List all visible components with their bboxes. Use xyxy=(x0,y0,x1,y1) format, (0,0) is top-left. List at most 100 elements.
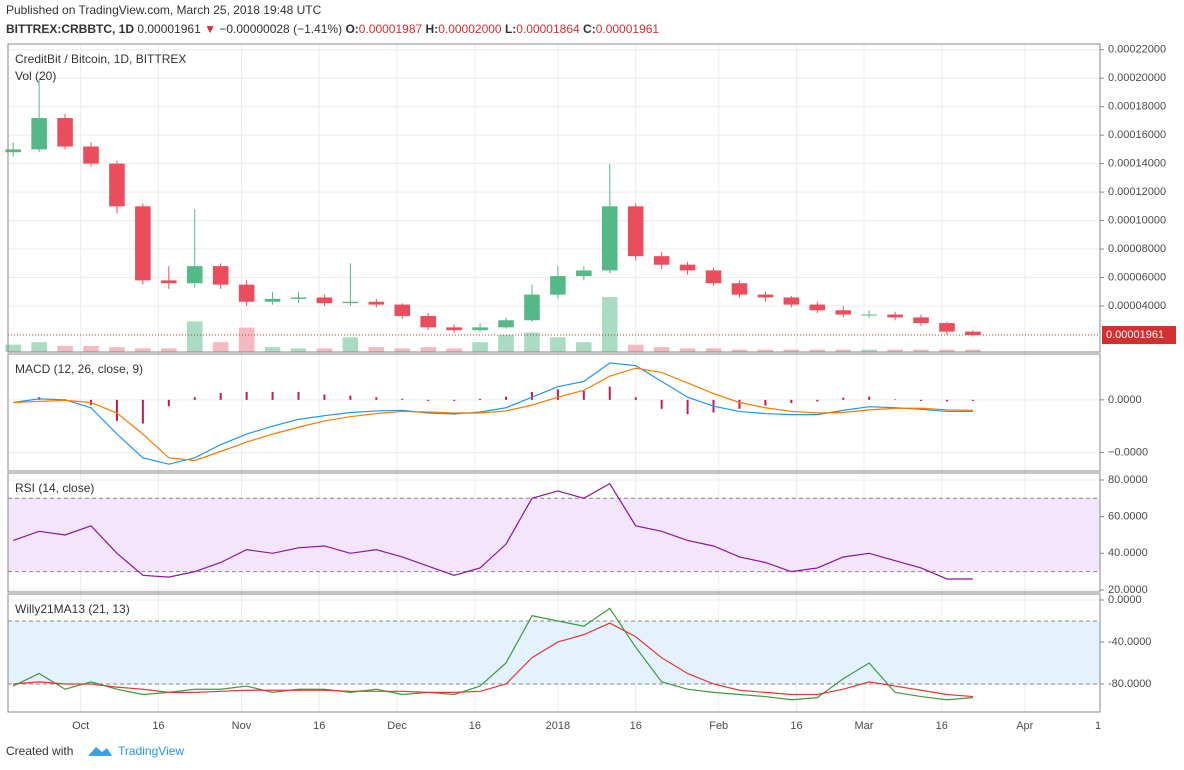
candle-body xyxy=(524,294,540,321)
y-tick-label: 80.0000 xyxy=(1108,474,1148,486)
candle-body xyxy=(368,301,385,305)
volume-bar xyxy=(290,348,307,352)
histogram-bar xyxy=(945,399,948,402)
candle-body xyxy=(290,297,307,299)
histogram-bar xyxy=(894,399,897,400)
volume-bar xyxy=(965,349,981,352)
candle-body xyxy=(757,294,774,298)
x-tick-label: Mar xyxy=(854,720,873,732)
volume-bar xyxy=(705,348,722,352)
x-tick-label: 16 xyxy=(152,720,164,732)
candle-body xyxy=(135,206,151,281)
logo xyxy=(88,747,112,756)
histogram-bar xyxy=(608,386,611,400)
histogram-bar xyxy=(427,399,430,401)
candle-body xyxy=(342,301,359,304)
y-tick-label: -40.0000 xyxy=(1108,636,1151,648)
volume-bar xyxy=(135,348,151,352)
volume-bar xyxy=(627,344,644,352)
low-label: L: xyxy=(505,22,516,36)
x-tick-label: Feb xyxy=(709,720,728,732)
x-tick-label: 16 xyxy=(630,720,642,732)
footer-created: Created with xyxy=(6,744,73,758)
histogram-bar xyxy=(245,391,248,400)
volume-bar xyxy=(731,349,748,352)
candle-body xyxy=(5,149,21,153)
volume-bar xyxy=(861,349,877,352)
pane-border xyxy=(7,353,1101,472)
band-fill xyxy=(8,620,1100,684)
symbol: BITTREX:CRBBTC, 1D xyxy=(6,22,134,36)
candle-body xyxy=(835,310,851,315)
y-tick-label: 20.0000 xyxy=(1108,584,1148,596)
candle-body xyxy=(809,304,826,311)
y-tick-label: 0.00006000 xyxy=(1108,271,1166,283)
pane-border xyxy=(7,43,1101,353)
change: −0.00000028 (−1.41%) xyxy=(219,22,342,36)
series-line xyxy=(13,622,973,698)
histogram-bar xyxy=(453,399,456,401)
footer-brand[interactable]: TradingView xyxy=(118,744,184,758)
last-price: 0.00001961 xyxy=(137,22,201,36)
histogram-bar xyxy=(297,391,300,400)
open-label: O: xyxy=(345,22,358,36)
x-tick-label: Nov xyxy=(232,720,252,732)
volume-bar xyxy=(264,347,281,352)
y-tick-label: 0.00008000 xyxy=(1108,243,1166,255)
open-value: 0.00001987 xyxy=(359,22,423,36)
series-line xyxy=(12,482,973,580)
close-label: C: xyxy=(583,22,596,36)
x-tick-label: 16 xyxy=(790,720,802,732)
volume-bar xyxy=(109,347,125,352)
histogram-bar xyxy=(167,399,170,407)
series-line xyxy=(13,367,973,462)
histogram-bar xyxy=(141,399,144,424)
candle-body xyxy=(913,317,929,324)
volume-bar xyxy=(679,348,696,352)
volume-bar xyxy=(576,342,592,352)
x-tick-label: 16 xyxy=(936,720,948,732)
pane-border xyxy=(7,593,1101,713)
histogram-bar xyxy=(401,398,404,400)
high-label: H: xyxy=(426,22,439,36)
histogram-bar xyxy=(634,397,637,400)
volume-bar xyxy=(524,332,540,352)
candle-body xyxy=(420,315,436,328)
volume-bar xyxy=(57,345,73,352)
band-fill xyxy=(8,498,1100,572)
last-price-tag xyxy=(1102,326,1176,345)
y-tick-label: 0.0000 xyxy=(1108,594,1142,606)
candle-body xyxy=(627,206,644,257)
low-value: 0.00001864 xyxy=(516,22,580,36)
histogram-bar xyxy=(219,393,222,400)
candle-body xyxy=(316,297,333,304)
candle-body xyxy=(472,327,488,331)
y-tick-label: 0.00020000 xyxy=(1108,72,1166,84)
pane-subtitle: Vol (20) xyxy=(15,69,56,83)
change-arrow: ▼ xyxy=(204,22,216,36)
histogram-bar xyxy=(920,399,923,401)
quote-line: BITTREX:CRBBTC, 1D 0.00001961 ▼ −0.00000… xyxy=(6,22,659,36)
published-note: Published on TradingView.com, March 25, … xyxy=(6,3,322,17)
histogram-bar xyxy=(556,389,559,400)
candle-body xyxy=(861,314,877,316)
histogram-bar xyxy=(764,399,767,406)
x-tick-label: Apr xyxy=(1016,720,1033,732)
volume-bar xyxy=(653,347,670,352)
candle-body xyxy=(212,266,229,285)
histogram-bar xyxy=(790,399,793,404)
pane-title: RSI (14, close) xyxy=(15,481,94,495)
y-tick-label: 0.00018000 xyxy=(1108,101,1166,113)
candle-body xyxy=(83,146,99,164)
volume-bar xyxy=(420,347,436,352)
volume-bar xyxy=(316,348,333,352)
histogram-bar xyxy=(971,399,974,401)
volume-bar xyxy=(498,334,514,352)
x-tick-label: Dec xyxy=(387,720,407,732)
volume-bar xyxy=(835,349,851,352)
x-tick-label: 2018 xyxy=(546,720,570,732)
candle-body xyxy=(186,266,203,284)
histogram-bar xyxy=(323,394,326,400)
volume-bar xyxy=(446,348,462,352)
histogram-bar xyxy=(479,398,482,400)
